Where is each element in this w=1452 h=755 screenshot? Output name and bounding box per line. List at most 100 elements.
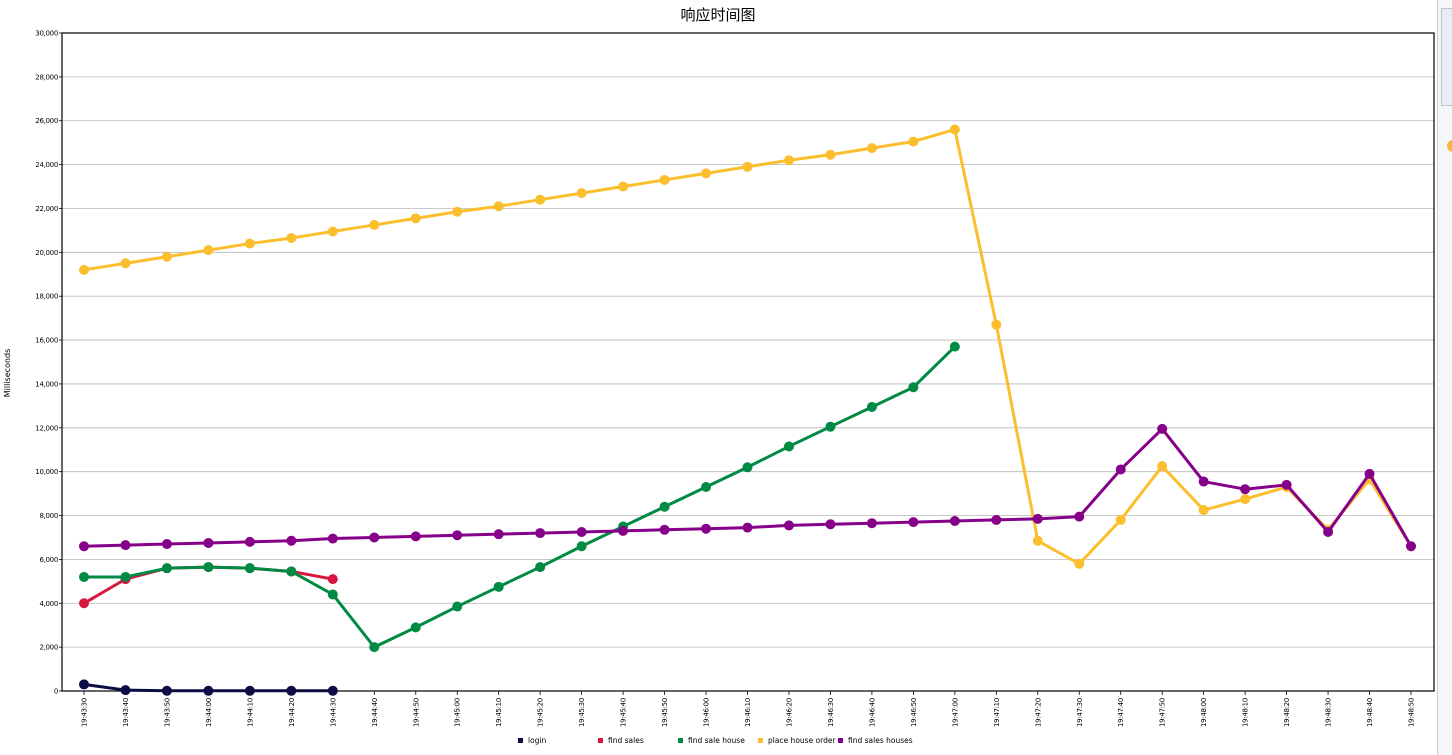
data-point[interactable] (286, 685, 297, 696)
data-point[interactable] (949, 124, 960, 135)
data-point[interactable] (742, 462, 753, 473)
data-point[interactable] (244, 238, 255, 249)
data-point[interactable] (535, 194, 546, 205)
data-point[interactable] (161, 251, 172, 262)
data-point[interactable] (701, 482, 712, 493)
data-point[interactable] (493, 201, 504, 212)
data-point[interactable] (327, 589, 338, 600)
data-point[interactable] (866, 518, 877, 529)
data-point[interactable] (203, 562, 214, 573)
data-point[interactable] (79, 598, 89, 609)
data-point[interactable] (825, 421, 836, 432)
data-point[interactable] (1240, 494, 1251, 505)
data-point[interactable] (1281, 479, 1292, 490)
data-point[interactable] (618, 525, 629, 536)
data-point[interactable] (120, 258, 131, 269)
data-point[interactable] (161, 539, 172, 550)
side-panel-tab[interactable] (1441, 8, 1452, 106)
data-point[interactable] (327, 685, 338, 696)
data-point[interactable] (1198, 505, 1209, 516)
data-point[interactable] (908, 136, 919, 147)
data-point[interactable] (452, 206, 463, 217)
data-point[interactable] (825, 149, 836, 160)
data-point[interactable] (369, 219, 380, 230)
data-point[interactable] (535, 528, 546, 539)
data-point[interactable] (327, 226, 338, 237)
data-point[interactable] (991, 514, 1002, 525)
data-point[interactable] (120, 540, 131, 551)
data-point[interactable] (659, 501, 670, 512)
data-point[interactable] (286, 535, 297, 546)
x-tick-label: 19:45:40 (620, 698, 628, 727)
data-point[interactable] (701, 168, 712, 179)
data-point[interactable] (369, 532, 380, 543)
data-point[interactable] (327, 574, 338, 585)
data-point[interactable] (701, 523, 712, 534)
data-point[interactable] (203, 685, 214, 696)
data-point[interactable] (1157, 461, 1168, 472)
data-point[interactable] (866, 143, 877, 154)
data-point[interactable] (1115, 514, 1126, 525)
data-point[interactable] (410, 213, 421, 224)
data-point[interactable] (452, 601, 463, 612)
y-axis-label: Milliseconds (3, 349, 12, 398)
data-point[interactable] (1198, 476, 1209, 487)
data-point[interactable] (327, 533, 338, 544)
data-point[interactable] (79, 571, 89, 582)
data-point[interactable] (203, 245, 214, 256)
data-point[interactable] (1032, 513, 1043, 524)
data-point[interactable] (659, 174, 670, 185)
data-point[interactable] (286, 233, 297, 244)
data-point[interactable] (1364, 468, 1375, 479)
data-point[interactable] (244, 685, 255, 696)
data-point[interactable] (1406, 541, 1416, 552)
data-point[interactable] (410, 531, 421, 542)
data-point[interactable] (659, 524, 670, 535)
data-point[interactable] (576, 188, 587, 199)
x-tick-label: 19:44:40 (371, 698, 379, 727)
data-point[interactable] (742, 522, 753, 533)
data-point[interactable] (783, 155, 794, 166)
data-point[interactable] (576, 526, 587, 537)
data-point[interactable] (908, 517, 919, 528)
data-point[interactable] (493, 581, 504, 592)
data-point[interactable] (1240, 484, 1251, 495)
data-point[interactable] (79, 679, 89, 690)
data-point[interactable] (825, 519, 836, 530)
data-point[interactable] (618, 181, 629, 192)
data-point[interactable] (783, 520, 794, 531)
data-point[interactable] (1032, 535, 1043, 546)
data-point[interactable] (493, 529, 504, 540)
data-point[interactable] (203, 537, 214, 548)
data-point[interactable] (120, 571, 131, 582)
data-point[interactable] (161, 563, 172, 574)
data-point[interactable] (120, 685, 131, 696)
data-point[interactable] (452, 530, 463, 541)
y-tick-label: 12,000 (35, 424, 58, 432)
data-point[interactable] (79, 264, 89, 275)
data-point[interactable] (244, 536, 255, 547)
data-point[interactable] (410, 622, 421, 633)
data-point[interactable] (1157, 423, 1168, 434)
data-point[interactable] (866, 401, 877, 412)
data-point[interactable] (576, 541, 587, 552)
data-point[interactable] (742, 161, 753, 172)
data-point[interactable] (1074, 511, 1085, 522)
x-tick-label: 19:48:30 (1325, 698, 1333, 727)
data-point[interactable] (286, 566, 297, 577)
data-point[interactable] (949, 516, 960, 527)
data-point[interactable] (1074, 558, 1085, 569)
data-point[interactable] (79, 541, 89, 552)
data-point[interactable] (783, 441, 794, 452)
data-point[interactable] (1323, 526, 1334, 537)
data-point[interactable] (949, 341, 960, 352)
data-point[interactable] (535, 562, 546, 573)
data-point[interactable] (244, 563, 255, 574)
data-point[interactable] (908, 382, 919, 393)
data-point[interactable] (369, 642, 380, 653)
data-point[interactable] (1115, 464, 1126, 475)
data-point[interactable] (161, 685, 172, 696)
x-tick-label: 19:45:10 (495, 698, 503, 727)
data-point[interactable] (991, 319, 1002, 330)
